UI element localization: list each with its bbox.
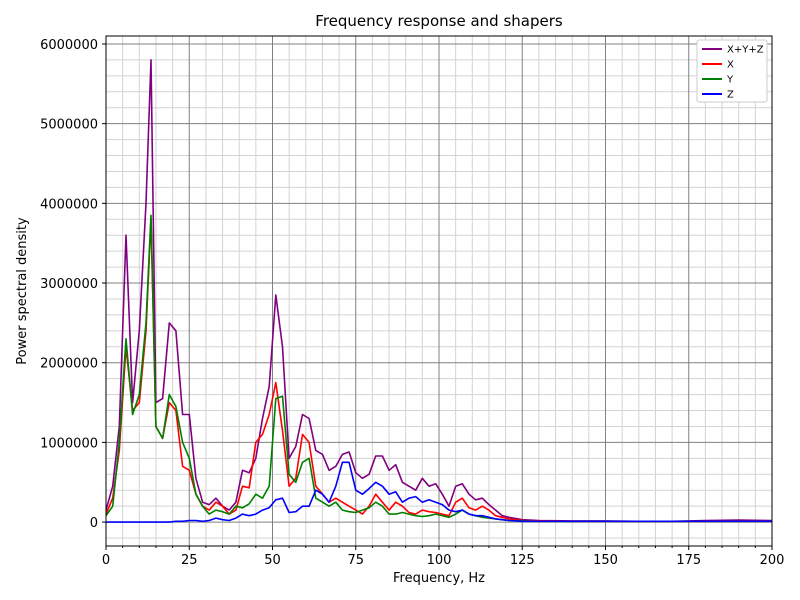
y-tick-label: 1000000 (40, 436, 98, 451)
axis-ticks: 0 25 50 75 100 125 150 175 200 0 1000000 2000000 300… (40, 38, 784, 568)
major-grid (105, 36, 773, 546)
chart-title: Frequency response and shapers (315, 12, 563, 30)
x-tick-label: 200 (760, 553, 785, 568)
x-tick-label: 150 (593, 553, 618, 568)
legend-label: Z (727, 90, 734, 101)
legend-label: Y (726, 75, 734, 86)
series-line-0 (105, 59, 773, 523)
series-line-3 (106, 461, 772, 523)
x-axis-title: Frequency, Hz (393, 571, 485, 586)
legend-label: X (727, 60, 734, 71)
y-tick-label: 6000000 (40, 38, 98, 53)
legend-label: X+Y+Z (727, 45, 764, 56)
x-tick-label: 25 (181, 553, 198, 568)
x-tick-label: 175 (676, 553, 701, 568)
y-tick-label: 5000000 (40, 118, 98, 133)
x-tick-label: 50 (264, 553, 281, 568)
y-tick-label: 0 (90, 516, 98, 531)
legend-box (696, 39, 768, 103)
y-tick-label: 3000000 (40, 277, 98, 292)
y-tick-label: 2000000 (40, 357, 98, 372)
legend: X+Y+Z XYZ (696, 39, 768, 103)
x-tick-label: 0 (102, 553, 110, 568)
x-tick-label: 75 (347, 553, 364, 568)
x-tick-label: 125 (510, 553, 535, 568)
series-layer (105, 59, 773, 523)
y-axis-title: Power spectral density (15, 217, 30, 365)
series-line-1 (105, 218, 772, 523)
x-tick-label: 100 (427, 553, 452, 568)
y-tick-label: 4000000 (40, 197, 98, 212)
